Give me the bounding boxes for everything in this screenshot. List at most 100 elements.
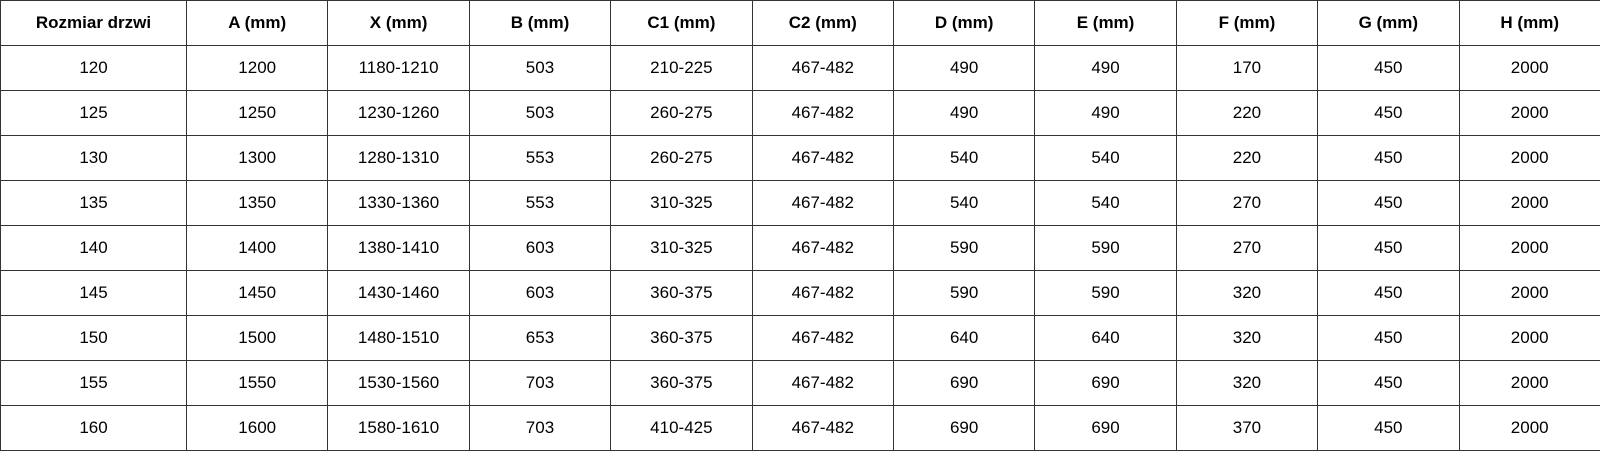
table-cell: 1250: [187, 91, 328, 136]
table-cell: 1480-1510: [328, 316, 469, 361]
table-cell: 125: [1, 91, 187, 136]
table-cell: 170: [1176, 46, 1317, 91]
table-cell: 450: [1318, 46, 1459, 91]
table-cell: 130: [1, 136, 187, 181]
table-cell: 310-325: [611, 226, 752, 271]
table-cell: 703: [469, 361, 610, 406]
table-cell: 490: [1035, 91, 1176, 136]
table-cell: 467-482: [752, 361, 893, 406]
table-cell: 640: [893, 316, 1034, 361]
table-cell: 2000: [1459, 46, 1600, 91]
table-cell: 490: [893, 91, 1034, 136]
column-header: B (mm): [469, 1, 610, 46]
table-cell: 140: [1, 226, 187, 271]
table-cell: 503: [469, 91, 610, 136]
table-cell: 220: [1176, 136, 1317, 181]
table-cell: 2000: [1459, 361, 1600, 406]
table-cell: 2000: [1459, 91, 1600, 136]
table-cell: 467-482: [752, 46, 893, 91]
table-cell: 490: [1035, 46, 1176, 91]
table-cell: 540: [893, 136, 1034, 181]
table-cell: 260-275: [611, 91, 752, 136]
table-cell: 1180-1210: [328, 46, 469, 91]
table-cell: 450: [1318, 226, 1459, 271]
table-cell: 2000: [1459, 181, 1600, 226]
table-cell: 1280-1310: [328, 136, 469, 181]
table-cell: 590: [1035, 226, 1176, 271]
table-cell: 1380-1410: [328, 226, 469, 271]
table-cell: 603: [469, 226, 610, 271]
table-cell: 467-482: [752, 91, 893, 136]
table-cell: 135: [1, 181, 187, 226]
table-cell: 690: [1035, 361, 1176, 406]
table-cell: 150: [1, 316, 187, 361]
table-cell: 450: [1318, 361, 1459, 406]
table-cell: 320: [1176, 316, 1317, 361]
table-cell: 360-375: [611, 316, 752, 361]
table-cell: 450: [1318, 271, 1459, 316]
table-cell: 2000: [1459, 316, 1600, 361]
table-cell: 360-375: [611, 271, 752, 316]
column-header: F (mm): [1176, 1, 1317, 46]
table-cell: 1350: [187, 181, 328, 226]
table-cell: 603: [469, 271, 610, 316]
table-cell: 450: [1318, 91, 1459, 136]
column-header: E (mm): [1035, 1, 1176, 46]
table-cell: 1200: [187, 46, 328, 91]
table-cell: 320: [1176, 361, 1317, 406]
table-cell: 270: [1176, 181, 1317, 226]
table-cell: 1230-1260: [328, 91, 469, 136]
column-header: X (mm): [328, 1, 469, 46]
table-cell: 1300: [187, 136, 328, 181]
table-cell: 1330-1360: [328, 181, 469, 226]
table-cell: 260-275: [611, 136, 752, 181]
column-header: C1 (mm): [611, 1, 752, 46]
table-cell: 690: [893, 361, 1034, 406]
table-cell: 467-482: [752, 316, 893, 361]
table-cell: 1430-1460: [328, 271, 469, 316]
table-cell: 467-482: [752, 136, 893, 181]
column-header: C2 (mm): [752, 1, 893, 46]
table-cell: 1530-1560: [328, 361, 469, 406]
table-cell: 1500: [187, 316, 328, 361]
table-cell: 2000: [1459, 226, 1600, 271]
table-cell: 2000: [1459, 271, 1600, 316]
table-cell: 320: [1176, 271, 1317, 316]
table-cell: 360-375: [611, 361, 752, 406]
table-cell: 1450: [187, 271, 328, 316]
table-cell: 270: [1176, 226, 1317, 271]
column-header: D (mm): [893, 1, 1034, 46]
table-cell: 145: [1, 271, 187, 316]
table-cell: 467-482: [752, 181, 893, 226]
table-cell: 220: [1176, 91, 1317, 136]
table-cell: 310-325: [611, 181, 752, 226]
table-cell: 640: [1035, 316, 1176, 361]
table-cell: 450: [1318, 136, 1459, 181]
table-cell: 553: [469, 181, 610, 226]
column-header: A (mm): [187, 1, 328, 46]
table-cell: 553: [469, 136, 610, 181]
table-cell: 540: [1035, 136, 1176, 181]
table-cell: 590: [893, 226, 1034, 271]
column-header: H (mm): [1459, 1, 1600, 46]
table-cell: 653: [469, 316, 610, 361]
table-cell: 450: [1318, 181, 1459, 226]
table-cell: 155: [1, 361, 187, 406]
table-cell: 450: [1318, 316, 1459, 361]
table-cell: 540: [893, 181, 1034, 226]
table-cell: 2000: [1459, 136, 1600, 181]
table-cell: 467-482: [752, 271, 893, 316]
table-cell: 590: [893, 271, 1034, 316]
table-cell: 120: [1, 46, 187, 91]
table-cell: 540: [1035, 181, 1176, 226]
